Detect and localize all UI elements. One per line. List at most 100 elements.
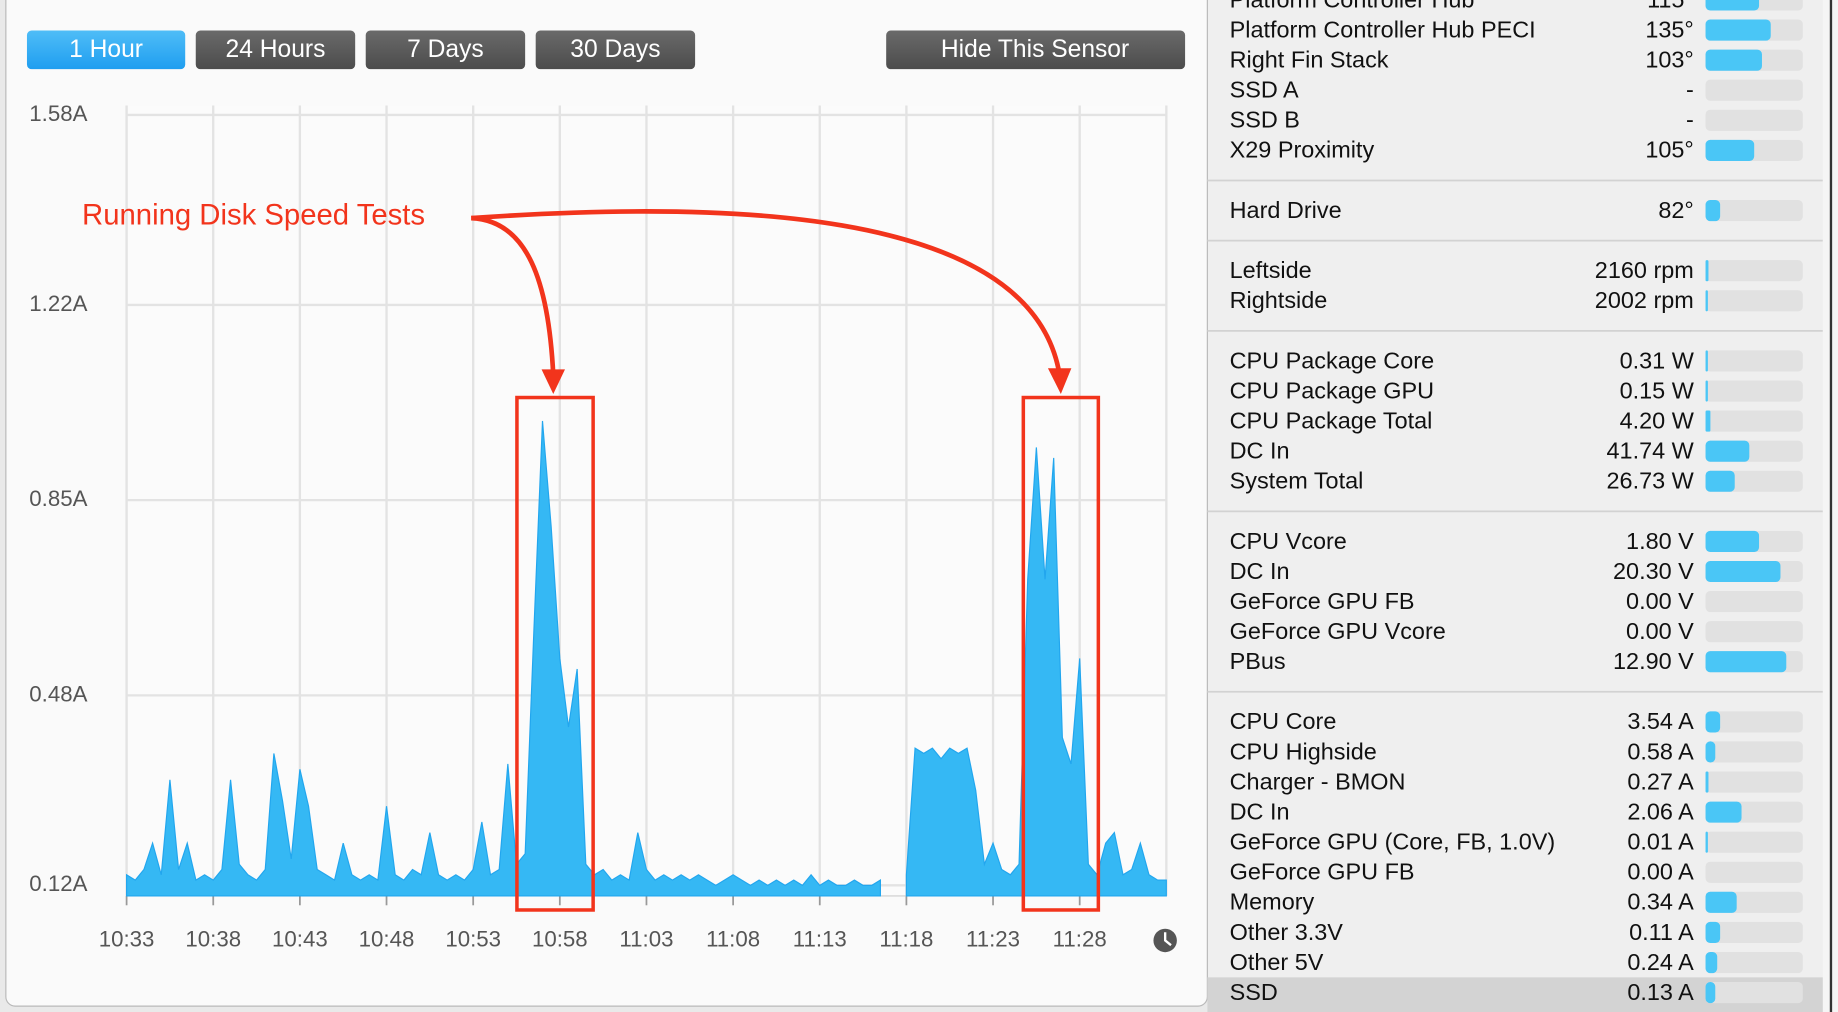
sensor-name[interactable]: GeForce GPU (Core, FB, 1.0V) (1230, 829, 1556, 855)
sensor-value: 26.73 W (1607, 468, 1695, 494)
tab-button[interactable] (365, 30, 526, 70)
bar-fill (1705, 19, 1771, 41)
highlight-box (1021, 395, 1101, 912)
sensor-value: 135° (1645, 16, 1693, 42)
bar-fill (1705, 771, 1709, 793)
sensor-name[interactable]: Other 3.3V (1230, 919, 1344, 945)
bar-fill (1705, 921, 1721, 943)
bar-track (1705, 982, 1803, 1004)
sensor-name[interactable]: CPU Highside (1230, 738, 1377, 764)
bar-fill (1705, 982, 1716, 1004)
tab-button[interactable] (535, 30, 696, 70)
x-tick-label: 10:58 (532, 926, 588, 951)
bar-fill (1705, 260, 1709, 282)
bar-fill (1705, 199, 1721, 222)
sensor-value: - (1686, 107, 1694, 133)
sensor-value: 1.80 V (1626, 528, 1694, 554)
bar-fill (1705, 951, 1718, 974)
x-tick-label: 10:38 (185, 926, 241, 951)
bar-fill (1705, 0, 1760, 11)
sensor-value: 2.06 A (1627, 798, 1694, 824)
sensor-name[interactable]: Rightside (1230, 287, 1328, 313)
bar-track (1705, 861, 1803, 883)
x-tick-label: 11:08 (706, 926, 760, 951)
sensor-value: 41.74 W (1607, 438, 1695, 464)
clock-hands (1163, 932, 1172, 947)
y-tick-label: 0.48A (29, 681, 87, 706)
tab-label[interactable]: 24 Hours (226, 36, 326, 63)
bar-fill (1705, 49, 1762, 71)
sensor-value: 0.24 A (1627, 949, 1694, 975)
bar-track (1705, 79, 1803, 101)
sensor-name[interactable]: System Total (1230, 468, 1364, 494)
tab-label[interactable]: 7 Days (407, 36, 484, 63)
sensor-name[interactable]: SSD B (1230, 107, 1300, 133)
sensor-value: 0.13 A (1627, 979, 1694, 1005)
sensor-list: Platform Controller Hub 115° Platform Cont… (1207, 0, 1823, 1012)
bar-fill (1705, 290, 1708, 312)
sensor-name[interactable]: Platform Controller Hub PECI (1230, 16, 1536, 42)
tab-label[interactable]: 30 Days (570, 36, 660, 63)
hide-button-label[interactable]: Hide This Sensor (941, 36, 1129, 63)
bar-track (1705, 591, 1803, 613)
sensor-name[interactable]: DC In (1230, 438, 1290, 464)
bar-track (1705, 741, 1803, 763)
tab-button[interactable] (26, 30, 186, 70)
bar-fill (1705, 831, 1708, 853)
sensor-value: 0.00 V (1626, 618, 1694, 644)
x-tick-label: 10:43 (272, 926, 328, 951)
area (126, 420, 1167, 897)
bar-track (1705, 199, 1803, 222)
tab-button[interactable] (195, 30, 356, 70)
sensor-name[interactable]: CPU Package Total (1230, 407, 1433, 433)
tab-label[interactable]: 1 Hour (69, 36, 143, 63)
sensor-name[interactable]: Other 5V (1230, 949, 1324, 975)
sensor-value: 0.58 A (1627, 738, 1694, 764)
sensor-name[interactable]: CPU Vcore (1230, 528, 1347, 554)
sensor-name[interactable]: Leftside (1230, 257, 1312, 283)
sensor-name[interactable]: SSD (1230, 979, 1278, 1005)
bar-track (1705, 350, 1803, 372)
sensor-value: 105° (1645, 137, 1693, 163)
bar-fill (1705, 350, 1708, 372)
sensor-value: 82° (1658, 197, 1693, 223)
sensor-value: 2160 rpm (1595, 257, 1694, 283)
x-tick-label: 11:28 (1053, 926, 1107, 951)
sensor-name[interactable]: Charger - BMON (1230, 768, 1406, 794)
arrow (471, 215, 556, 376)
sensor-value: 0.00 A (1627, 859, 1694, 885)
bar-fill (1705, 139, 1755, 161)
hide-button[interactable] (886, 30, 1186, 70)
sensor-name[interactable]: Memory (1230, 889, 1315, 915)
annotation: Running Disk Speed Tests (82, 199, 425, 232)
arrow-head (1047, 368, 1072, 395)
sensor-name[interactable]: Platform Controller Hub (1230, 0, 1475, 12)
sensor-name[interactable]: DC In (1230, 798, 1290, 824)
sensor-value: 0.34 A (1627, 889, 1694, 915)
sensor-name[interactable]: Hard Drive (1230, 197, 1342, 223)
sensor-name[interactable]: GeForce GPU Vcore (1230, 618, 1446, 644)
sensor-name[interactable]: X29 Proximity (1230, 137, 1375, 163)
bar-fill (1705, 470, 1735, 492)
sensor-name[interactable]: CPU Package Core (1230, 347, 1434, 373)
sensor-name[interactable]: GeForce GPU FB (1230, 859, 1415, 885)
sensor-value: 0.31 W (1620, 347, 1695, 373)
bar-fill (1705, 891, 1737, 913)
sensor-name[interactable]: GeForce GPU FB (1230, 588, 1415, 614)
bar-fill (1705, 711, 1721, 733)
bar-track (1705, 109, 1803, 131)
sensor-name[interactable]: Right Fin Stack (1230, 47, 1389, 73)
sensor-value: - (1686, 77, 1694, 103)
bar-track (1705, 711, 1803, 733)
sensor-name[interactable]: DC In (1230, 558, 1290, 584)
sensor-name[interactable]: SSD A (1230, 77, 1299, 103)
sensor-name[interactable]: PBus (1230, 648, 1286, 674)
bar-track (1705, 290, 1803, 312)
sensor-name[interactable]: CPU Core (1230, 708, 1337, 734)
sensor-value: 0.01 A (1627, 829, 1694, 855)
bar-fill (1705, 380, 1708, 402)
sensor-value: 0.15 W (1620, 377, 1695, 403)
sensor-value: 3.54 A (1627, 708, 1694, 734)
bar-track (1705, 621, 1803, 643)
sensor-name[interactable]: CPU Package GPU (1230, 377, 1434, 403)
